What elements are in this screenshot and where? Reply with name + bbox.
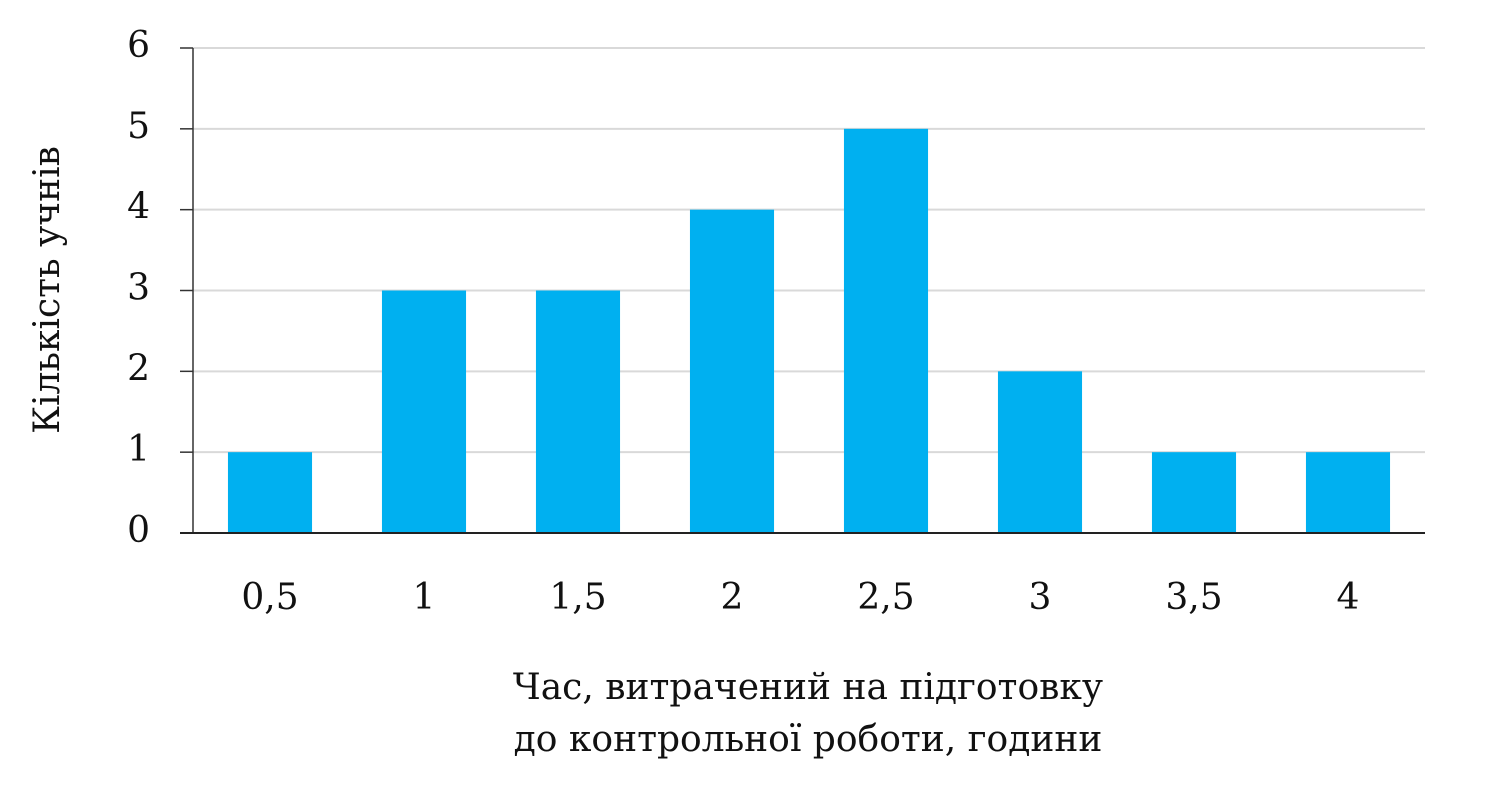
y-tick-label: 0 [127, 510, 150, 551]
x-axis-label: Час, витрачений на підготовку [513, 667, 1103, 708]
x-tick-label: 3,5 [1165, 577, 1222, 618]
bar [535, 290, 621, 533]
bar [689, 209, 775, 533]
x-tick-label: 2 [721, 577, 744, 618]
y-tick-label: 4 [127, 187, 150, 228]
x-tick-label: 3 [1029, 577, 1052, 618]
bar [1151, 452, 1237, 533]
bar [843, 128, 929, 534]
y-tick-label: 2 [127, 348, 150, 389]
bar [1305, 452, 1391, 533]
x-tick-label: 4 [1337, 577, 1360, 618]
y-tick-label: 1 [127, 429, 150, 470]
y-tick-label: 3 [127, 268, 150, 309]
x-tick-label: 0,5 [241, 577, 298, 618]
bar [227, 452, 313, 533]
x-tick-label: 1 [413, 577, 436, 618]
x-tick-label: 1,5 [549, 577, 606, 618]
bar [997, 371, 1083, 533]
x-axis-label: до контрольної роботи, години [514, 719, 1103, 760]
y-axis-label: Кількість учнів [27, 146, 68, 434]
y-tick-label: 5 [127, 106, 150, 147]
bar [381, 290, 467, 533]
x-tick-label: 2,5 [857, 577, 914, 618]
y-tick-label: 6 [127, 25, 150, 66]
